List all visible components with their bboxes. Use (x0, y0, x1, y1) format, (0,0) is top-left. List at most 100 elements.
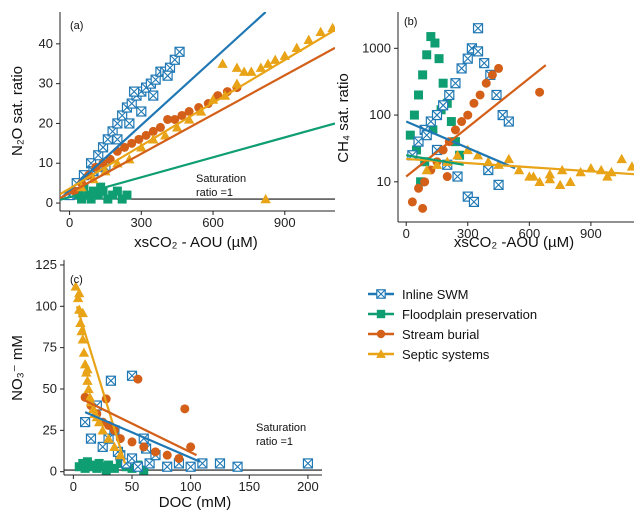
data-point (446, 117, 456, 127)
panel-a-label: (a) (70, 20, 83, 32)
y-tick-label: 0 (50, 464, 57, 479)
y-tick-label: 30 (39, 76, 53, 91)
data-point (262, 58, 274, 68)
data-point (472, 23, 484, 34)
data-point (82, 457, 92, 467)
data-point (162, 70, 173, 81)
data-point (468, 196, 480, 208)
data-point (139, 442, 149, 452)
data-point (452, 171, 463, 182)
data-point (469, 98, 479, 108)
data-point (475, 90, 485, 100)
data-point (77, 194, 87, 204)
data-point (162, 450, 172, 460)
data-point (434, 54, 444, 64)
data-point (117, 194, 127, 204)
data-point (88, 403, 99, 413)
panel-c-xlabel: DOC (mM) (159, 494, 231, 511)
data-point (456, 63, 467, 74)
data-point (409, 110, 419, 120)
panel-a-xlabel: xsCO₂ - AOU (µM) (134, 234, 258, 251)
data-point (491, 89, 502, 101)
x-tick-label: 0 (66, 215, 73, 230)
data-point (231, 62, 243, 72)
x-tick-label: 0 (70, 479, 77, 494)
trend-line (81, 397, 198, 457)
x-tick-label: 300 (130, 215, 152, 230)
data-point (112, 186, 122, 196)
y-tick-label: 10 (377, 174, 391, 189)
data-point (411, 145, 421, 155)
panel-c-annotation: Saturation ratio =1 (256, 422, 306, 448)
data-point (246, 66, 257, 76)
data-point (472, 150, 484, 160)
data-point (132, 461, 143, 472)
x-tick-label: 600 (518, 226, 540, 241)
legend-marker (376, 329, 386, 339)
data-point (442, 172, 452, 182)
x-tick-label: 150 (238, 479, 260, 494)
data-point (481, 78, 491, 88)
data-point (134, 134, 144, 144)
x-tick-label: 600 (202, 215, 224, 230)
legend-item: Inline SWM (368, 287, 468, 302)
data-point (127, 463, 137, 473)
data-point (405, 130, 415, 140)
data-point (544, 173, 556, 184)
data-point (452, 150, 463, 160)
data-point (80, 463, 90, 473)
legend-item: Stream burial (368, 327, 479, 342)
data-point (420, 177, 430, 187)
data-point (255, 62, 267, 72)
data-point (112, 134, 123, 145)
plot-area (60, 12, 335, 204)
data-point (565, 176, 576, 186)
data-point (183, 114, 195, 124)
data-point (129, 86, 140, 97)
y-tick-label: 75 (43, 340, 57, 355)
panel-c: 0 50 100 150 200 0 25 50 75 100 125 (35, 257, 322, 494)
x-tick-label: 200 (297, 479, 319, 494)
data-point (413, 136, 424, 147)
data-point (462, 53, 473, 64)
data-point (144, 458, 155, 469)
y-tick-label: 20 (39, 115, 53, 130)
data-point (444, 89, 455, 101)
data-point (421, 164, 432, 175)
data-point (148, 126, 158, 136)
data-point (270, 54, 281, 64)
data-point (260, 193, 271, 204)
data-point (124, 118, 135, 129)
trend-line (75, 305, 127, 464)
data-point (450, 78, 461, 89)
data-point (487, 70, 497, 80)
y-tick-label: 1000 (362, 40, 391, 55)
trend-line (405, 64, 547, 178)
data-point (86, 194, 96, 204)
y-tick-label: 100 (369, 107, 391, 122)
data-point (170, 114, 180, 124)
data-point (127, 437, 137, 447)
data-point (238, 66, 250, 76)
data-point (85, 433, 97, 444)
x-tick-label: 50 (125, 479, 139, 494)
data-point (450, 125, 460, 135)
data-point (472, 46, 484, 57)
data-point (303, 34, 314, 44)
data-point (163, 114, 173, 124)
data-point (150, 447, 160, 457)
data-point (431, 109, 443, 121)
data-point (513, 164, 525, 175)
data-point (414, 90, 424, 100)
data-point (96, 182, 106, 192)
data-point (463, 110, 473, 120)
data-point (139, 465, 149, 475)
data-point (430, 38, 440, 48)
data-point (232, 461, 243, 472)
x-tick-label: 900 (580, 226, 602, 241)
panel-b-label: (b) (404, 16, 417, 28)
data-point (217, 58, 228, 68)
data-point (120, 142, 130, 152)
trend-line (84, 411, 201, 463)
